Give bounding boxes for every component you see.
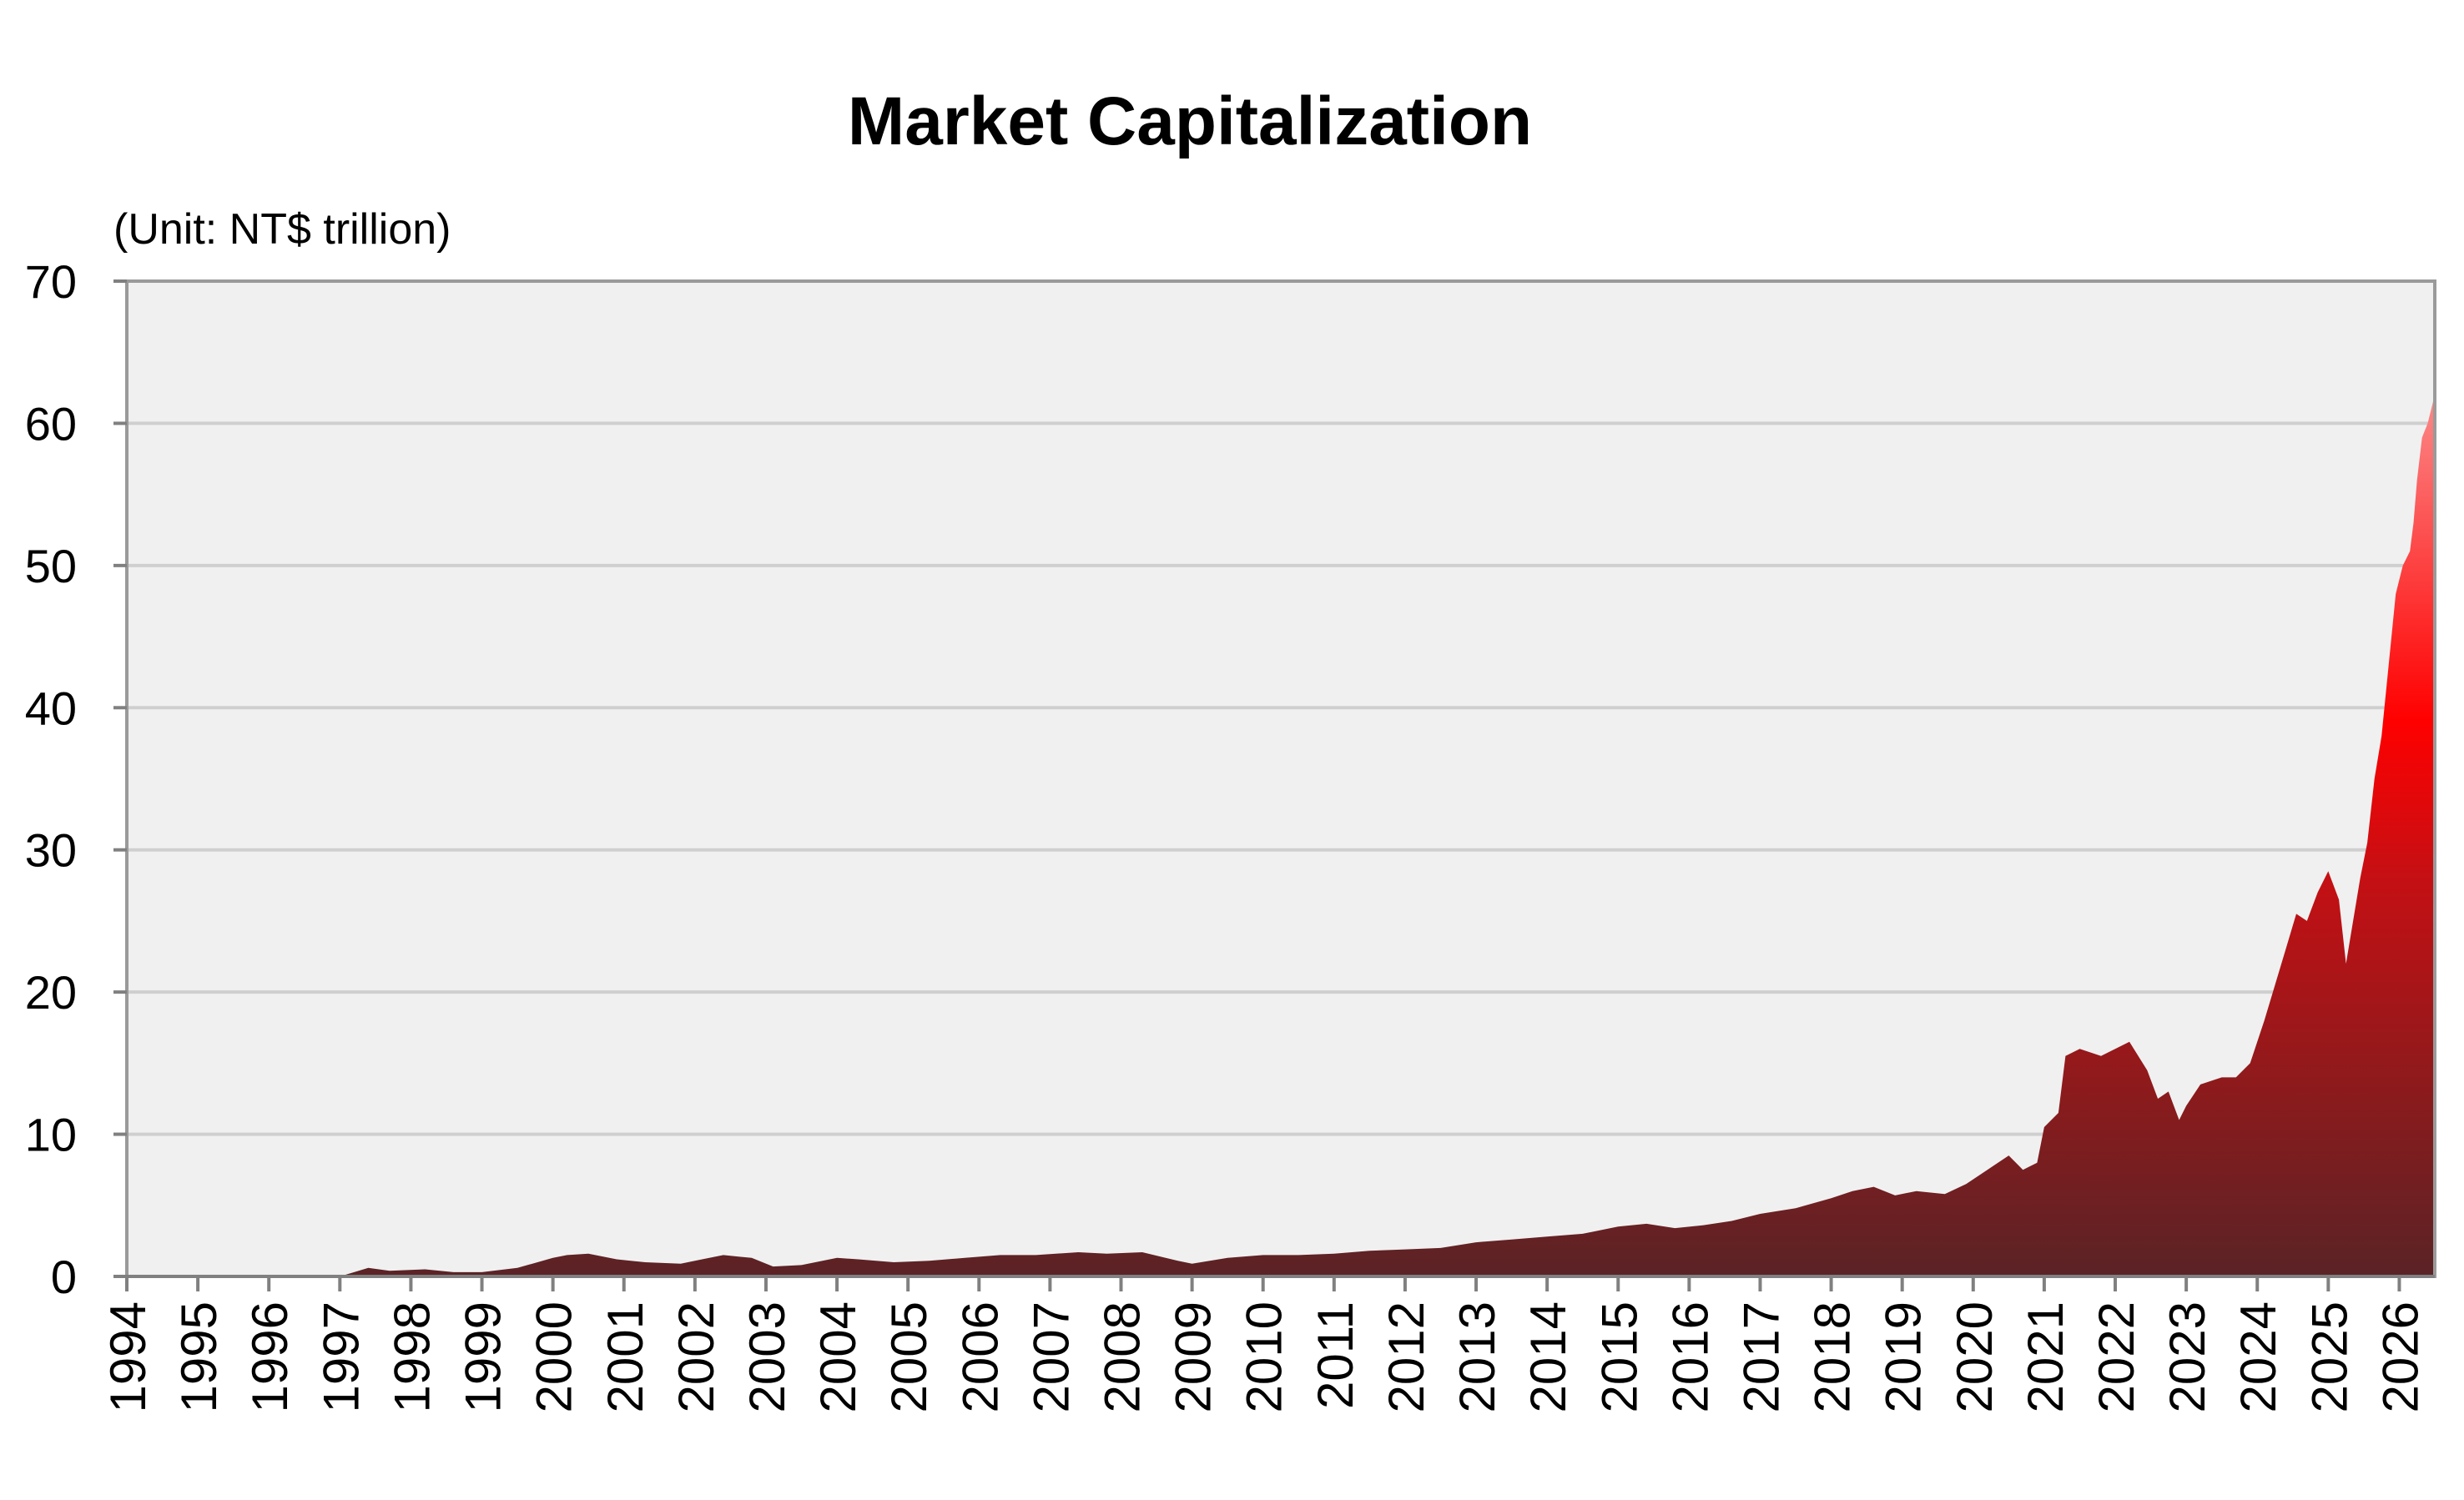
plot-area [127, 281, 2435, 1276]
x-tick-label: 2018 [1805, 1301, 1861, 1412]
x-tick-label: 2005 [881, 1301, 937, 1412]
x-tick-label: 1999 [456, 1301, 511, 1412]
x-tick-label: 2021 [2018, 1301, 2073, 1412]
y-tick-label: 70 [25, 255, 77, 308]
x-tick-label: 2000 [527, 1301, 582, 1412]
x-tick-label: 1998 [384, 1301, 440, 1412]
x-tick-label: 2017 [1733, 1301, 1789, 1412]
x-tick-label: 2016 [1662, 1301, 1718, 1412]
gridlines [127, 421, 2435, 1136]
x-tick-label: 2007 [1023, 1301, 1079, 1412]
x-axis: 1994 1995 1996 1997 1998 1999 2000 2001 2002 2003… [100, 1275, 2435, 1412]
x-tick-label: 2015 [1591, 1301, 1647, 1412]
x-tick-label: 1994 [100, 1301, 156, 1412]
y-tick-label: 50 [25, 540, 77, 592]
market-cap-area [127, 395, 2435, 1276]
x-tick-label: 1997 [313, 1301, 369, 1412]
y-tick-label: 40 [25, 682, 77, 734]
x-tick-label: 2024 [2230, 1301, 2286, 1412]
x-tick-label: 2009 [1166, 1301, 1222, 1412]
x-tick-label: 2019 [1876, 1301, 1932, 1412]
y-tick-label: 10 [25, 1109, 77, 1161]
x-tick-label: 2003 [739, 1301, 795, 1412]
x-tick-label: 2014 [1520, 1301, 1576, 1412]
y-tick-label: 0 [51, 1251, 77, 1303]
x-tick-label: 1995 [171, 1301, 227, 1412]
x-tick-label: 2025 [2301, 1301, 2357, 1412]
x-tick-label: 2020 [1947, 1301, 2003, 1412]
chart-title: Market Capitalization [848, 83, 1532, 159]
x-tick-label: 2010 [1237, 1301, 1292, 1412]
y-tick-label: 20 [25, 966, 77, 1019]
x-tick-label: 2001 [597, 1301, 653, 1412]
x-tick-label: 2004 [810, 1301, 866, 1412]
x-tick-label: 2011 [1308, 1301, 1363, 1409]
x-tick-label: 2008 [1095, 1301, 1151, 1412]
x-tick-label: 2006 [952, 1301, 1008, 1412]
x-tick-label: 2023 [2159, 1301, 2215, 1412]
unit-label: (Unit: NT$ trillion) [113, 205, 451, 254]
y-tick-label: 30 [25, 824, 77, 877]
x-tick-label: 2002 [668, 1301, 724, 1412]
x-tick-label: 2012 [1378, 1301, 1434, 1412]
x-tick-label: 2022 [2089, 1301, 2144, 1412]
x-tick-label: 2013 [1449, 1301, 1505, 1412]
y-tick-label: 60 [25, 397, 77, 450]
x-tick-label: 2026 [2372, 1301, 2428, 1412]
x-tick-label: 1996 [242, 1301, 298, 1412]
y-axis: 0 10 20 30 40 50 60 70 [25, 255, 127, 1303]
